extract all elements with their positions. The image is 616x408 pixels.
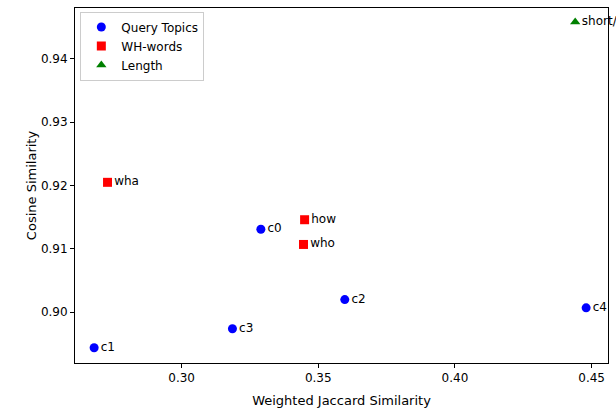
svg-text:short/long: short/long	[582, 14, 616, 28]
svg-text:Cosine Similarity: Cosine Similarity	[24, 131, 39, 241]
svg-text:c2: c2	[351, 292, 365, 306]
svg-text:wha: wha	[114, 174, 139, 188]
svg-text:0.40: 0.40	[442, 371, 469, 385]
svg-text:0.35: 0.35	[305, 371, 332, 385]
svg-text:c3: c3	[239, 321, 253, 335]
svg-text:how: how	[311, 212, 336, 226]
svg-text:0.30: 0.30	[168, 371, 195, 385]
svg-text:who: who	[310, 236, 335, 250]
svg-text:c1: c1	[101, 340, 115, 354]
svg-text:0.91: 0.91	[41, 242, 68, 256]
svg-text:Query Topics: Query Topics	[121, 21, 198, 35]
svg-text:c0: c0	[267, 221, 281, 235]
svg-text:0.90: 0.90	[41, 305, 68, 319]
svg-text:c4: c4	[593, 300, 607, 314]
svg-text:WH-words: WH-words	[121, 40, 182, 54]
svg-text:0.93: 0.93	[41, 115, 68, 129]
svg-text:0.45: 0.45	[578, 371, 605, 385]
svg-text:0.92: 0.92	[41, 179, 68, 193]
svg-text:Weighted Jaccard Similarity: Weighted Jaccard Similarity	[252, 393, 431, 408]
svg-text:0.94: 0.94	[41, 52, 68, 66]
svg-text:Length: Length	[121, 59, 162, 73]
